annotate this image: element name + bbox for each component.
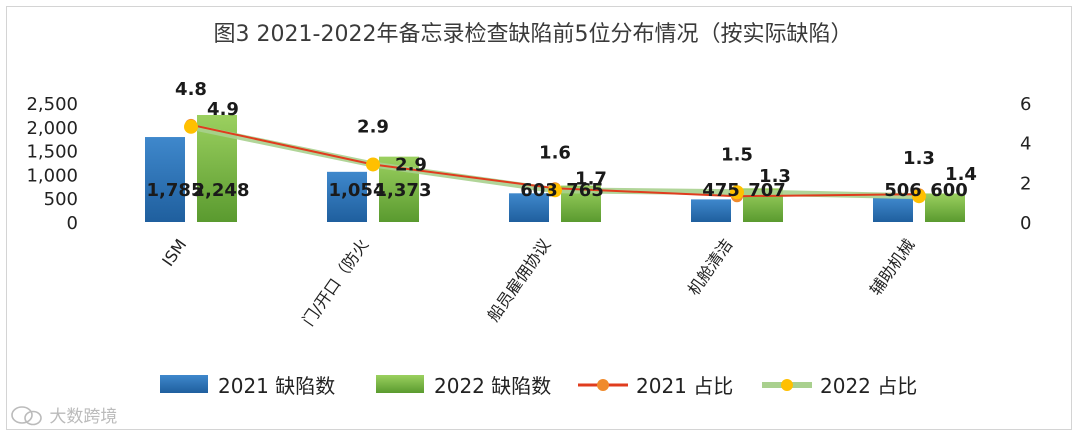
legend: 2021 缺陷数 2022 缺陷数 2021 占比 2022 占比 — [160, 374, 917, 398]
bar-2021-value-label: 475 — [702, 180, 740, 201]
chart-title: 图3 2021-2022年备忘录检查缺陷前5位分布情况（按实际缺陷） — [213, 22, 853, 47]
bar-2021 — [327, 171, 367, 222]
bar-2022-value-label: 765 — [566, 180, 604, 201]
y-left-tick-label: 500 — [44, 189, 78, 210]
bars — [145, 114, 965, 222]
y-right-tick-label: 6 — [1020, 94, 1031, 115]
bar-2021-value-label: 1,785 — [147, 180, 204, 201]
x-tick-label: 门/开口（防火 — [299, 235, 373, 329]
x-tick-label: 船员雇佣协议 — [484, 235, 555, 325]
bar-2021-value-label: 1,054 — [329, 180, 386, 201]
x-tick-label: 辅助机械 — [866, 235, 918, 298]
marker-2022 — [366, 157, 380, 172]
y-left-tick-label: 2,500 — [26, 94, 78, 115]
bar-2022 — [925, 193, 965, 222]
legend-2021-ratio: 2021 占比 — [578, 374, 733, 398]
y-axis-right: 0 2 4 6 — [1020, 94, 1031, 234]
marker-2022 — [912, 189, 926, 204]
marker-2022 — [730, 185, 744, 200]
legend-2022-count-swatch — [376, 375, 424, 393]
line-2021-value-label: 1.3 — [759, 166, 791, 187]
legend-2022-ratio: 2022 占比 — [762, 374, 917, 398]
bar-2022-value-label: 600 — [930, 180, 968, 201]
watermark-text: 大数跨境 — [49, 407, 118, 427]
x-tick-label: 机舱清洁 — [684, 235, 736, 298]
wechat-logo-icon — [11, 406, 42, 426]
line-2021-value-label: 1.4 — [945, 164, 977, 185]
legend-2022-ratio-marker — [781, 379, 793, 391]
bar-2021 — [509, 193, 549, 222]
x-axis: ISM 门/开口（防火 船员雇佣协议 机舱清洁 辅助机械 — [158, 235, 918, 329]
legend-2021-count: 2021 缺陷数 — [160, 374, 335, 398]
marker-2022 — [184, 119, 198, 134]
legend-2021-ratio-label: 2021 占比 — [636, 374, 733, 398]
legend-2022-count-label: 2022 缺陷数 — [434, 374, 551, 398]
line-2021-value-label: 2.9 — [395, 154, 427, 175]
bar-2022-value-label: 1,373 — [375, 180, 432, 201]
legend-2021-count-swatch — [160, 375, 208, 393]
legend-2021-ratio-marker — [597, 379, 609, 391]
y-right-tick-label: 2 — [1020, 173, 1031, 194]
line-2022-value-label: 4.8 — [175, 79, 207, 100]
line-2022-value-label: 1.3 — [903, 148, 935, 169]
legend-2022-count: 2022 缺陷数 — [376, 374, 551, 398]
y-right-tick-label: 4 — [1020, 134, 1031, 155]
bar-2021-value-label: 603 — [520, 180, 558, 201]
y-left-tick-label: 1,500 — [26, 142, 78, 163]
y-left-tick-label: 0 — [67, 213, 78, 234]
marker-2022 — [548, 183, 562, 198]
line-2022-value-label: 1.6 — [539, 142, 571, 163]
bar-2021 — [873, 197, 913, 222]
chart-frame — [6, 6, 1072, 430]
lines — [184, 118, 926, 204]
line-2021-value-label: 4.9 — [207, 99, 239, 120]
bar-2022-value-label: 2,248 — [193, 180, 250, 201]
y-left-tick-label: 1,000 — [26, 165, 78, 186]
line-2021-value-label: 1.7 — [575, 168, 607, 189]
legend-2021-count-label: 2021 缺陷数 — [218, 374, 335, 398]
line-2022-value-label: 2.9 — [357, 116, 389, 137]
bar-2021 — [145, 137, 185, 222]
x-tick-label: ISM — [158, 235, 190, 269]
bar-2021-value-label: 506 — [884, 180, 922, 201]
y-left-tick-label: 2,000 — [26, 118, 78, 139]
y-right-tick-label: 0 — [1020, 213, 1031, 234]
watermark: 大数跨境 — [10, 402, 117, 427]
legend-2022-ratio-label: 2022 占比 — [820, 374, 917, 398]
bar-2022-value-label: 707 — [748, 180, 786, 201]
bar-2021 — [691, 199, 731, 222]
line-2022-value-label: 1.5 — [721, 144, 753, 165]
